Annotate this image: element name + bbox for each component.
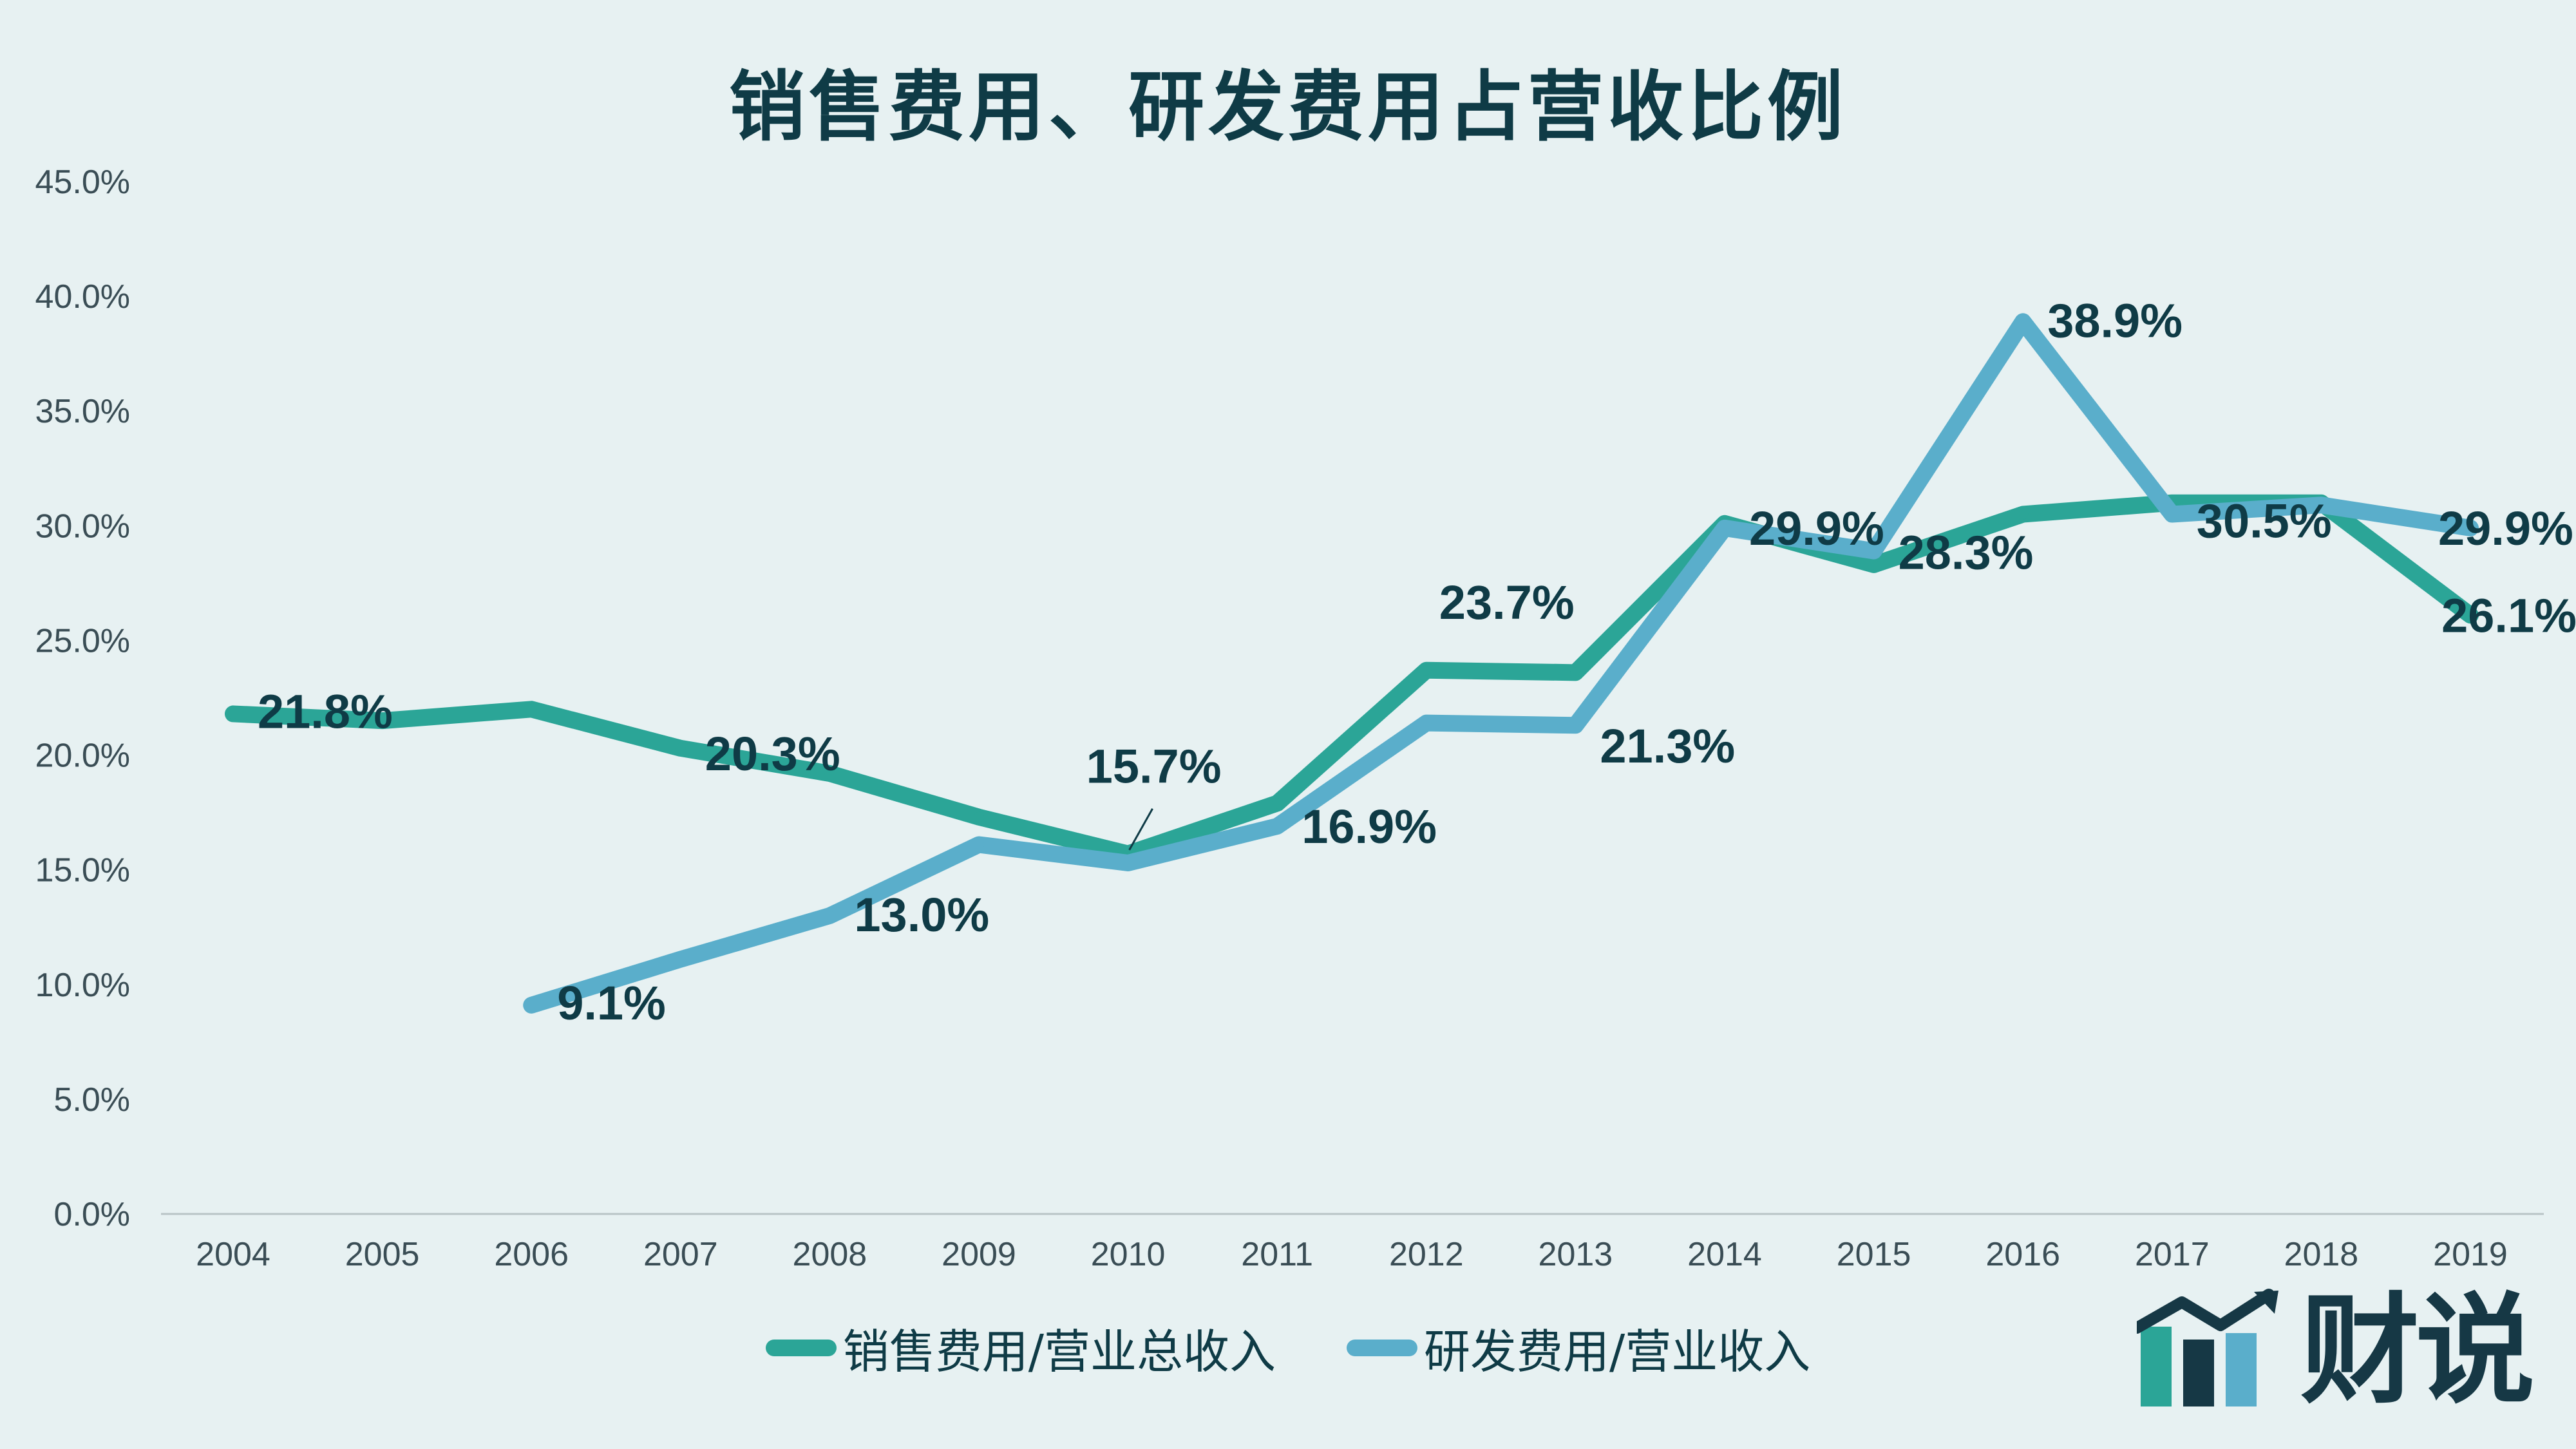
data-point [1868,559,1879,570]
series-line-rd [523,313,2479,1014]
y-tick-label: 10.0% [35,967,130,1004]
data-point [1570,720,1581,731]
data-point [1272,820,1283,831]
legend-swatch-sales [765,1339,837,1356]
x-tick-label: 2008 [793,1236,867,1273]
data-point [1421,717,1432,728]
data-label-layer: 21.8% 20.3% 15.7% 23.7% 26.1% 9.1% 13.0% 16.9% 2… [258,294,2576,1030]
y-tick-label: 20.0% [35,737,130,775]
brand-name: 财说 [2300,1281,2535,1420]
y-tick-label: 35.0% [35,393,130,430]
legend-label-rd: 研发费用/营业收入 [1424,1325,1811,1379]
data-label: 29.9% [1749,502,1884,555]
x-tick-label: 2005 [345,1236,420,1273]
data-point [1719,522,1730,533]
x-tick-label: 2010 [1091,1236,1166,1273]
x-tick-label: 2004 [196,1236,270,1273]
data-point [1570,667,1581,678]
data-point [526,999,537,1010]
y-tick-label: 40.0% [35,278,130,316]
data-label: 28.3% [1899,526,2034,580]
x-tick-label: 2009 [942,1236,1016,1273]
data-point [974,811,984,822]
x-tick-label: 2006 [494,1236,569,1273]
y-tick-label: 0.0% [53,1196,130,1233]
data-point [675,954,686,965]
data-point [2018,316,2029,327]
data-label: 16.9% [1302,800,1437,853]
data-point [675,743,686,753]
x-tick-label: 2007 [643,1236,718,1273]
brand-logo: 财说 [2137,1281,2535,1420]
data-label: 9.1% [557,976,666,1030]
legend-item-rd[interactable]: 研发费用/营业收入 [1347,1314,1810,1381]
data-point [2018,509,2029,520]
data-point [2465,610,2476,621]
chart-title: 销售费用、研发费用占营收比例 [728,62,1847,151]
legend-item-sales[interactable]: 销售费用/营业总收入 [765,1314,1276,1381]
brand-bars-icon [2137,1289,2278,1406]
data-point [377,715,388,726]
y-tick-label: 25.0% [35,622,130,659]
data-point [2166,509,2177,520]
data-point [824,768,835,779]
data-point [824,910,835,921]
data-point [2465,522,2476,533]
data-point [1272,798,1283,809]
y-tick-label: 30.0% [35,507,130,545]
data-label: 29.9% [2438,502,2573,555]
data-point [1421,665,1432,676]
y-tick-label: 45.0% [35,164,130,201]
data-label: 15.7% [1086,740,1222,793]
data-label: 38.9% [2047,294,2183,347]
legend: 销售费用/营业总收入 研发费用/营业收入 [0,1314,2576,1381]
x-tick-label: 2018 [2284,1236,2359,1273]
legend-swatch-rd [1347,1339,1417,1356]
data-label: 30.5% [2197,495,2332,548]
data-label: 21.8% [258,685,393,738]
data-label: 20.3% [705,727,840,781]
y-tick-label: 5.0% [53,1081,130,1119]
x-tick-label: 2012 [1389,1236,1464,1273]
y-tick-label: 15.0% [35,852,130,889]
legend-label-sales: 销售费用/营业总收入 [842,1325,1276,1379]
label-leader-line [1128,808,1153,851]
data-point [1868,545,1879,556]
data-point [526,704,537,715]
series-layer [225,313,2479,1014]
x-tick-label: 2011 [1241,1236,1313,1273]
x-tick-label: 2015 [1837,1236,1911,1273]
data-label: 13.0% [854,888,989,942]
x-tick-label: 2013 [1539,1236,1613,1273]
axis-layer: 0.0% 5.0% 10.0% 15.0% 20.0% 25.0% 30.0% 35.0% 40… [35,164,2544,1273]
data-label: 21.3% [1600,719,1735,773]
x-tick-label: 2017 [2135,1236,2210,1273]
data-point [974,839,984,850]
data-point [2316,500,2327,511]
data-label: 23.7% [1439,576,1575,629]
x-tick-label: 2019 [2433,1236,2508,1273]
series-line-sales [225,494,2479,862]
x-tick-label: 2014 [1687,1236,1762,1273]
data-label: 26.1% [2441,589,2576,642]
data-point [1122,857,1133,868]
x-tick-label: 2016 [1985,1236,2060,1273]
data-point [228,708,238,719]
